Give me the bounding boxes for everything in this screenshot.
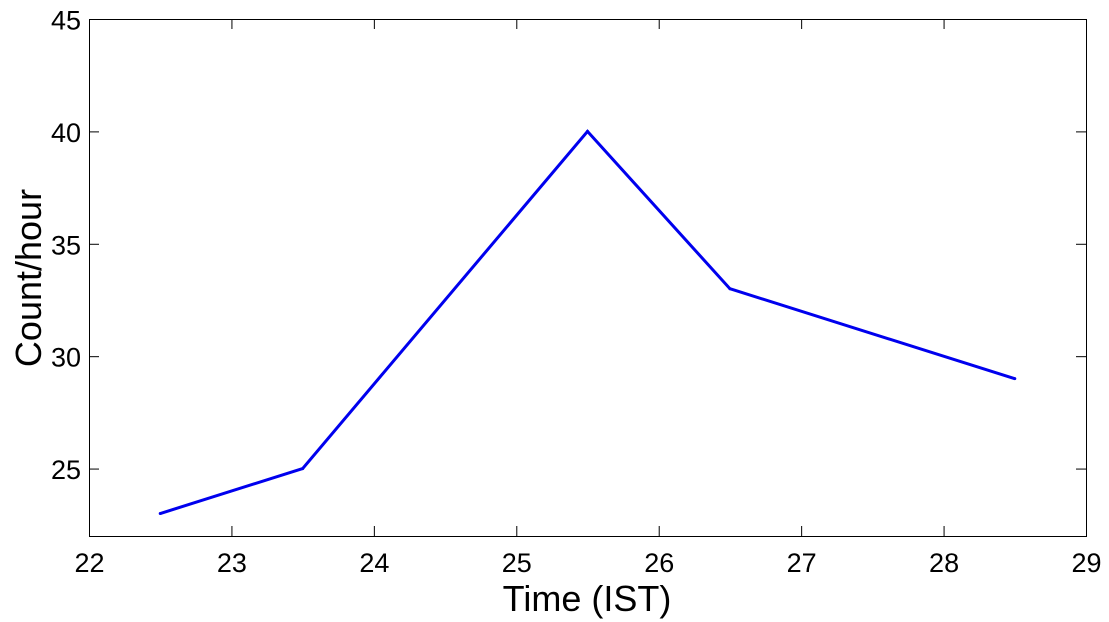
y-tick-label-1: 30 <box>51 343 81 373</box>
x-tick-label-5: 27 <box>787 548 817 578</box>
x-axis-title: Time (IST) <box>503 578 672 619</box>
x-tick-labels: 22 23 24 25 26 27 28 29 <box>74 548 1101 578</box>
x-tick-label-2: 24 <box>359 548 389 578</box>
x-tick-label-6: 28 <box>929 548 959 578</box>
data-point-0-4 <box>1013 377 1017 381</box>
data-point-0-1 <box>301 467 305 471</box>
y-tick-labels: 25 30 35 40 45 <box>51 6 81 486</box>
y-tick-label-3: 40 <box>51 118 81 148</box>
x-tick-label-1: 23 <box>217 548 247 578</box>
x-tick-label-3: 25 <box>502 548 532 578</box>
x-tick-label-0: 22 <box>74 548 104 578</box>
axis-ticks <box>89 19 1087 536</box>
y-tick-label-4: 45 <box>51 6 81 36</box>
data-point-0-3 <box>728 287 732 291</box>
y-axis-title: Count/hour <box>8 189 49 367</box>
x-tick-label-7: 29 <box>1071 548 1101 578</box>
series-line-0 <box>159 129 1016 515</box>
series-group <box>158 129 1017 516</box>
x-tick-label-4: 26 <box>644 548 674 578</box>
data-point-0-0 <box>158 512 162 516</box>
y-tick-label-0: 25 <box>51 455 81 485</box>
data-point-0-2 <box>586 129 589 133</box>
y-tick-label-2: 35 <box>51 230 81 260</box>
plot-frame <box>89 19 1087 537</box>
